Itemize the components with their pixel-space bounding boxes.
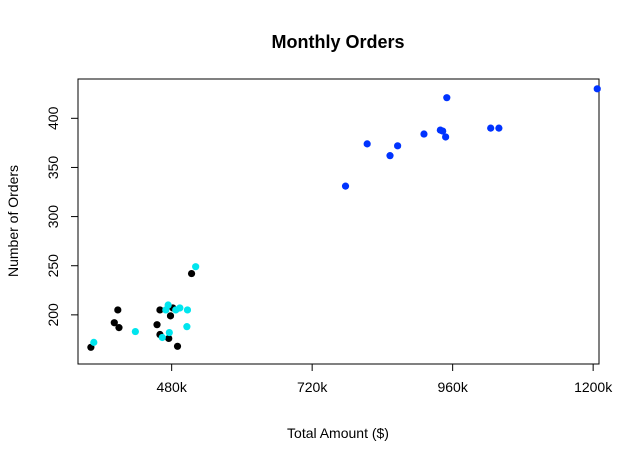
data-point (173, 342, 182, 350)
data-point (183, 323, 191, 331)
data-point (443, 94, 451, 102)
x-axis-label: Total Amount ($) (287, 425, 389, 441)
data-point (165, 334, 173, 343)
data-point (165, 328, 173, 337)
y-tick-label: 200 (45, 303, 61, 327)
data-point (183, 306, 192, 314)
data-point (131, 327, 139, 336)
y-tick-label: 250 (45, 254, 61, 278)
data-point (341, 182, 350, 190)
x-tick-label: 480k (156, 379, 187, 395)
data-point (394, 142, 402, 150)
data-point (90, 338, 98, 346)
data-point (442, 133, 450, 141)
data-point (176, 304, 184, 312)
data-point (593, 85, 601, 93)
data-point (115, 324, 123, 332)
chart-title: Monthly Orders (271, 32, 404, 52)
y-tick-label: 300 (45, 205, 61, 229)
data-point (114, 306, 122, 314)
x-tick-label: 720k (297, 379, 328, 395)
data-point (192, 263, 200, 271)
data-point (187, 269, 196, 278)
y-tick-label: 400 (45, 106, 61, 130)
data-point (156, 306, 164, 314)
data-point (166, 312, 175, 320)
data-point (363, 140, 371, 148)
data-point (420, 130, 428, 138)
y-axis-label: Number of Orders (5, 165, 21, 277)
x-tick-label: 960k (437, 379, 468, 395)
data-point (164, 301, 172, 309)
data-point (386, 152, 394, 160)
x-axis: 480k 720k 960k 1200k (156, 363, 613, 395)
y-tick-label: 350 (45, 156, 61, 180)
data-point (439, 127, 447, 135)
data-point (158, 333, 166, 342)
x-tick-label: 1200k (574, 379, 613, 395)
data-point (153, 321, 161, 329)
data-point (495, 124, 503, 132)
data-points (87, 85, 601, 351)
data-point (110, 319, 118, 327)
y-axis: 200 250 300 350 400 (45, 106, 79, 327)
data-point (487, 124, 495, 132)
